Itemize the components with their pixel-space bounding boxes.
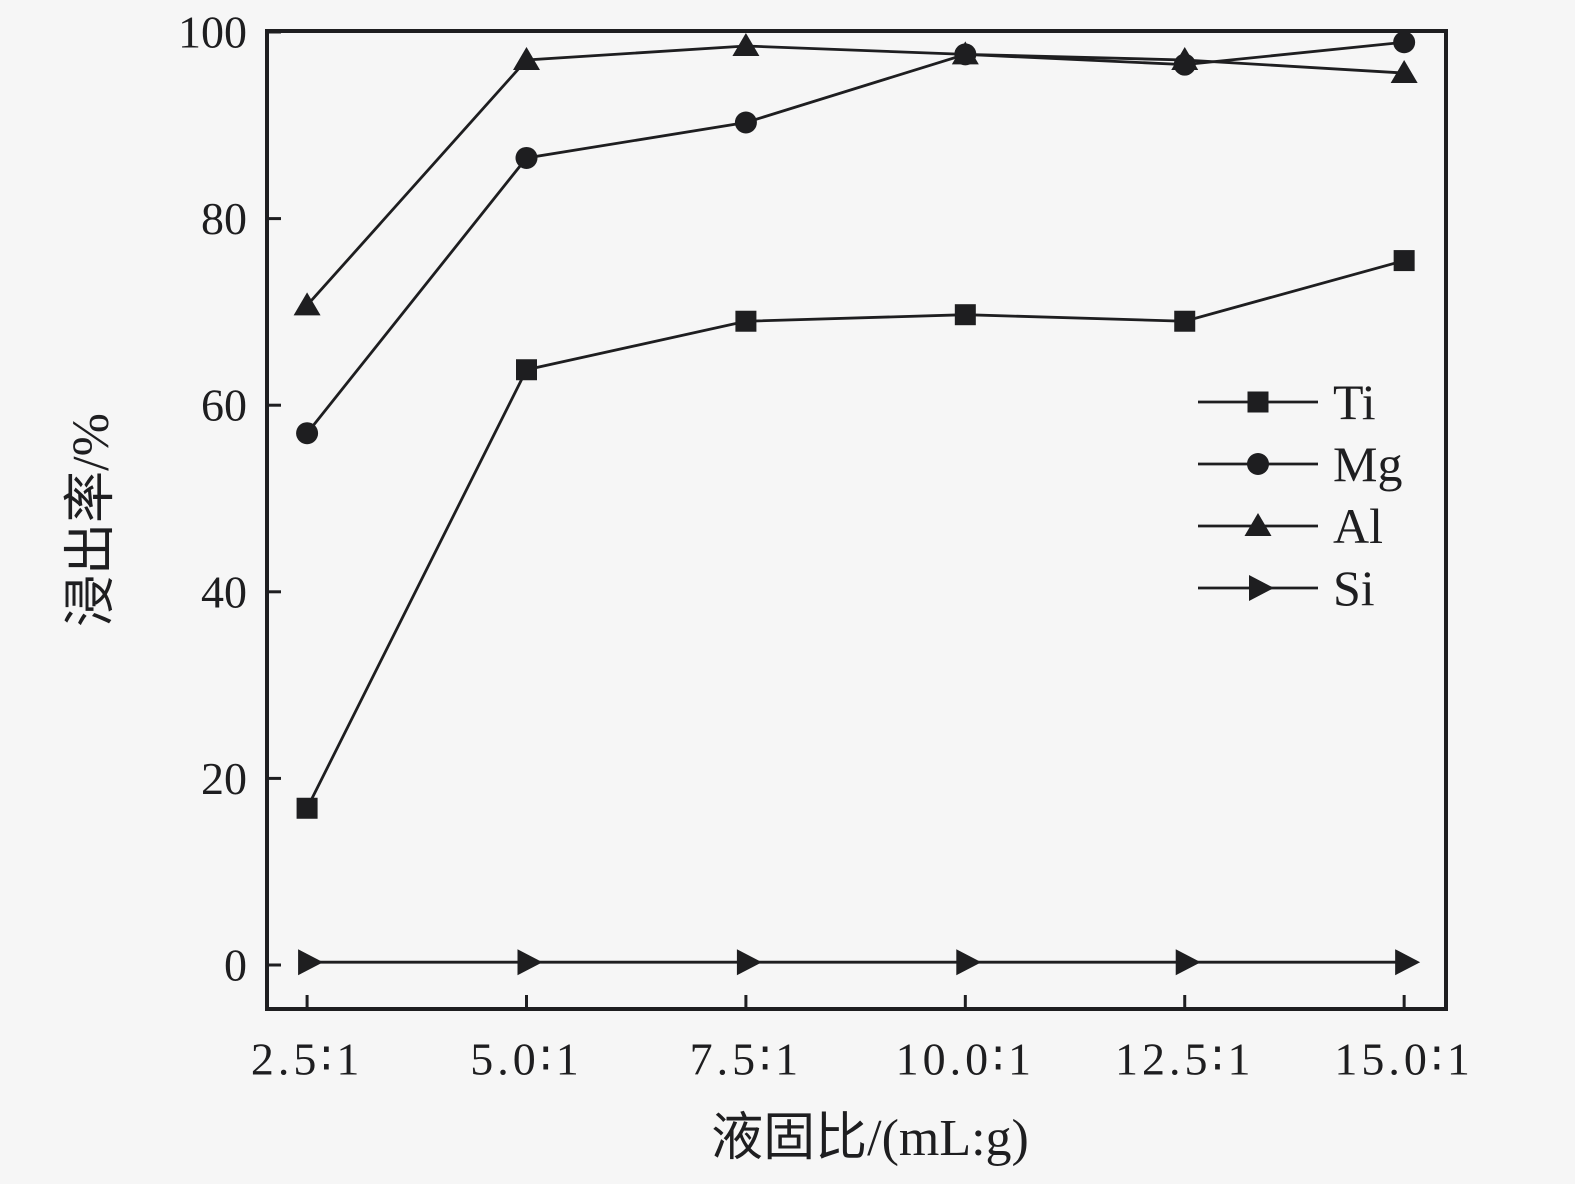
x-tick-label: 10.0∶1 <box>896 1034 1035 1085</box>
series-line-ti <box>305 259 1405 809</box>
triangle-up-marker-icon <box>732 32 760 56</box>
x-tick-label: 15.0∶1 <box>1334 1034 1473 1085</box>
y-tick-label: 0 <box>224 940 247 991</box>
x-tick-label: 5.0∶1 <box>470 1034 582 1085</box>
legend-item-al: Al <box>1198 498 1383 554</box>
legend-label: Ti <box>1333 374 1376 430</box>
series-al <box>293 32 1418 316</box>
y-axis-title: 浸出率/% <box>63 413 120 627</box>
legend-label: Mg <box>1333 436 1402 492</box>
legend: Ti Mg Al Si <box>1198 374 1402 616</box>
triangle-right-marker-icon <box>956 949 982 976</box>
triangle-right-marker-icon <box>517 949 543 976</box>
triangle-right-marker-icon <box>298 949 324 976</box>
series-group <box>293 31 1421 976</box>
square-marker-icon <box>1174 310 1196 332</box>
square-marker-icon <box>515 359 537 381</box>
circle-marker-icon <box>734 111 757 134</box>
legend-label: Si <box>1333 560 1375 616</box>
triangle-right-marker-icon <box>1249 575 1274 601</box>
circle-marker-icon <box>1393 31 1416 54</box>
series-si <box>298 949 1421 976</box>
y-tick-label: 60 <box>201 380 247 431</box>
square-marker-icon <box>1247 391 1269 413</box>
series-line-al <box>306 44 1405 307</box>
triangle-up-marker-icon <box>1171 46 1199 70</box>
square-marker-icon <box>296 797 318 819</box>
triangle-up-marker-icon <box>512 46 540 70</box>
square-marker-icon <box>954 304 976 326</box>
x-tick-label: 12.5∶1 <box>1115 1034 1254 1085</box>
y-tick-label: 20 <box>201 753 247 804</box>
legend-item-ti: Ti <box>1198 374 1376 430</box>
y-tick-label: 40 <box>201 566 247 617</box>
triangle-up-marker-icon <box>951 41 979 65</box>
triangle-up-marker-icon <box>1244 513 1272 536</box>
circle-marker-icon <box>296 422 319 445</box>
x-axis-title: 液固比/(mL:g) <box>711 1110 1029 1167</box>
triangle-up-marker-icon <box>293 292 321 316</box>
square-marker-icon <box>1393 250 1415 272</box>
circle-marker-icon <box>1247 453 1269 475</box>
x-axis: 2.5∶1 5.0∶1 7.5∶1 10.0∶1 12.5∶1 15.0∶1 <box>251 995 1473 1085</box>
x-tick-label: 2.5∶1 <box>251 1034 363 1085</box>
legend-label: Al <box>1333 498 1383 554</box>
triangle-right-marker-icon <box>1175 949 1201 976</box>
series-ti <box>296 250 1415 819</box>
square-marker-icon <box>735 310 757 332</box>
triangle-right-marker-icon <box>736 949 762 976</box>
series-line-mg <box>305 40 1405 435</box>
series-mg <box>296 31 1416 445</box>
y-tick-label: 80 <box>201 193 247 244</box>
circle-marker-icon <box>515 146 538 169</box>
triangle-up-marker-icon <box>1390 60 1418 84</box>
y-axis: 0 20 40 60 80 100 <box>178 7 281 991</box>
triangle-right-marker-icon <box>1395 949 1421 976</box>
y-tick-label: 100 <box>178 7 247 58</box>
plot-area-border <box>265 29 1448 1011</box>
x-tick-label: 7.5∶1 <box>690 1034 802 1085</box>
legend-item-si: Si <box>1198 560 1375 616</box>
legend-item-mg: Mg <box>1198 436 1402 492</box>
